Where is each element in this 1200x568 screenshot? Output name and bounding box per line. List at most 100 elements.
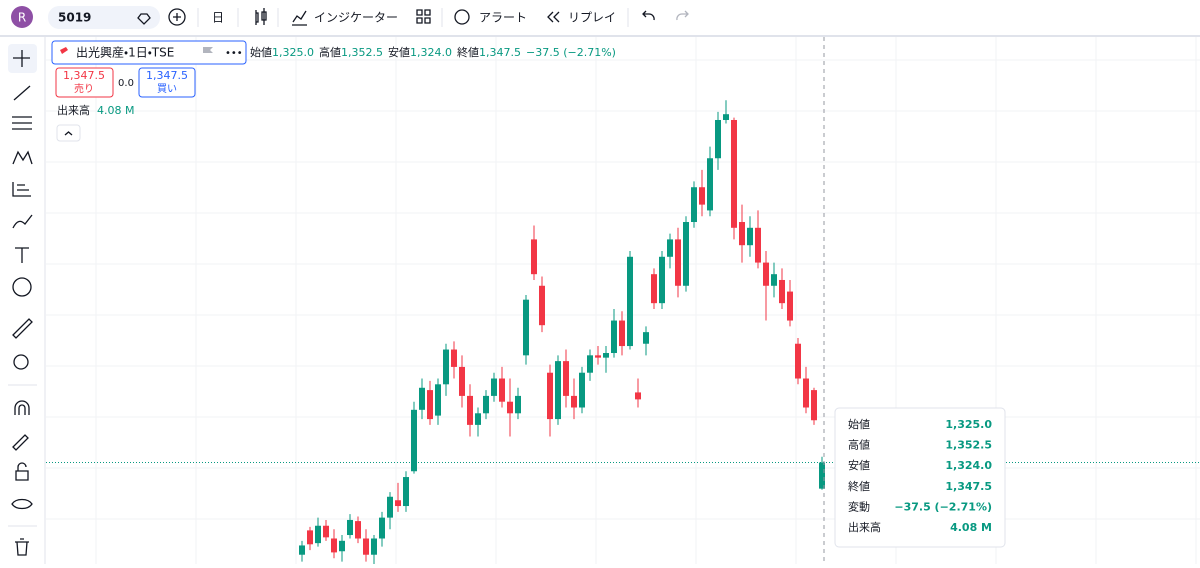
- candle-body: [507, 401, 513, 414]
- candle-body: [579, 372, 585, 408]
- candle-body: [355, 521, 361, 539]
- alert-icon[interactable]: [454, 9, 470, 25]
- candle-body: [475, 413, 481, 425]
- fib-tool[interactable]: [12, 116, 32, 130]
- visibility-tool[interactable]: [11, 498, 33, 510]
- candle-body: [427, 390, 433, 420]
- undo[interactable]: [642, 10, 655, 21]
- trend-tool[interactable]: [13, 85, 31, 101]
- legend-box[interactable]: [51, 40, 247, 65]
- legend-title: 出光興産・1日・TSE: [76, 46, 174, 60]
- candle-body: [467, 395, 473, 425]
- symbol: 5019: [58, 11, 91, 25]
- candle-body: [747, 227, 753, 246]
- tooltip-value: 4.08 M: [950, 521, 992, 534]
- candle-body: [435, 384, 441, 416]
- symbol-search[interactable]: [48, 6, 160, 29]
- candle-body: [363, 538, 369, 555]
- candle-body: [715, 119, 721, 159]
- avatar[interactable]: [11, 6, 33, 28]
- emoji-tool[interactable]: [12, 277, 32, 297]
- candle-body: [627, 256, 633, 347]
- flag-icon[interactable]: [203, 47, 213, 53]
- candle-body: [563, 361, 569, 396]
- top-toolbar: [0, 0, 1200, 35]
- candle-body: [371, 538, 377, 555]
- more-button[interactable]: •••: [225, 48, 243, 59]
- unlock-tool[interactable]: [15, 462, 29, 481]
- add-plus: [173, 13, 181, 21]
- sell-price: 1,347.5: [63, 69, 105, 82]
- buy-price: 1,347.5: [146, 69, 188, 82]
- ohlc-label: 始値: [250, 45, 272, 59]
- candle-body: [547, 372, 553, 420]
- candle-body: [499, 378, 505, 402]
- logo: [60, 47, 68, 54]
- candle-body: [803, 378, 809, 408]
- sell-button[interactable]: [55, 67, 114, 98]
- ohlc-value: 1,352.5: [341, 46, 383, 59]
- magnet-tool[interactable]: [14, 400, 30, 415]
- candle-body: [539, 285, 545, 326]
- candles: [299, 100, 825, 564]
- buy-button[interactable]: [138, 67, 196, 98]
- ohlc-label: 高値: [319, 45, 341, 59]
- indicator-icon[interactable]: [292, 10, 307, 26]
- pattern-tool[interactable]: [12, 150, 33, 165]
- candle-body: [379, 517, 385, 539]
- replay-icon[interactable]: [547, 11, 560, 23]
- candle-body: [755, 227, 761, 263]
- candle-body: [811, 390, 817, 421]
- collapse-button[interactable]: [56, 124, 81, 142]
- candle-body: [299, 545, 305, 555]
- avatar-letter: R: [18, 11, 26, 25]
- ohlc-label: 終値: [457, 46, 479, 59]
- ohlc-line: 始値 1,325.0 高値 1,352.5 安値 1,324.0 終値 1,347.5 −37.…: [250, 45, 616, 59]
- interval[interactable]: 日: [212, 11, 224, 25]
- redo[interactable]: [676, 10, 689, 21]
- candle-body: [779, 279, 785, 304]
- text-tool[interactable]: [15, 247, 29, 263]
- ohlc-value: 1,324.0: [410, 46, 452, 59]
- tooltip-value: −37.5 (−2.71%): [894, 500, 992, 513]
- lock-draw-tool[interactable]: [12, 434, 29, 451]
- candle-body: [731, 119, 737, 228]
- candle-body: [323, 525, 329, 538]
- ruler-tool[interactable]: [12, 318, 33, 339]
- candle-body: [531, 239, 537, 275]
- candle-body: [683, 222, 689, 286]
- candle-body: [619, 320, 625, 347]
- ohlc-label: 安値: [388, 46, 410, 59]
- tooltip-label: 高値: [848, 438, 870, 452]
- zoom-tool[interactable]: [13, 354, 29, 370]
- volume-label: 出来高: [57, 103, 90, 117]
- layout-icon[interactable]: [416, 9, 431, 24]
- candle-body: [659, 256, 665, 304]
- chart-type-icon[interactable]: [255, 8, 267, 25]
- brush-tool[interactable]: [12, 214, 33, 229]
- candle-body: [763, 262, 769, 286]
- crosshair-tool[interactable]: [13, 50, 30, 67]
- add-button[interactable]: [168, 8, 186, 26]
- ohlc-value: 1,325.0: [272, 46, 314, 59]
- watch-icon[interactable]: [137, 13, 151, 25]
- ohlc-value: 1,347.5: [479, 46, 521, 59]
- tooltip-label: 終値: [848, 480, 870, 493]
- forecast-tool[interactable]: [12, 182, 31, 197]
- candle-body: [691, 187, 697, 223]
- replay[interactable]: リプレイ: [568, 11, 616, 25]
- indicators[interactable]: インジケーター: [314, 11, 398, 25]
- delete-tool[interactable]: [15, 538, 29, 556]
- alert[interactable]: アラート: [479, 11, 527, 25]
- spread: 0.0: [118, 78, 134, 89]
- tooltip-value: 1,325.0: [945, 418, 992, 431]
- candle-body: [515, 395, 521, 414]
- candle-body: [387, 496, 393, 518]
- candle-body: [635, 392, 641, 400]
- candle-body: [595, 355, 601, 358]
- candle-body: [419, 387, 425, 410]
- candle-body: [699, 187, 705, 205]
- candle-body: [403, 477, 409, 507]
- buy-label: 買い: [157, 83, 177, 95]
